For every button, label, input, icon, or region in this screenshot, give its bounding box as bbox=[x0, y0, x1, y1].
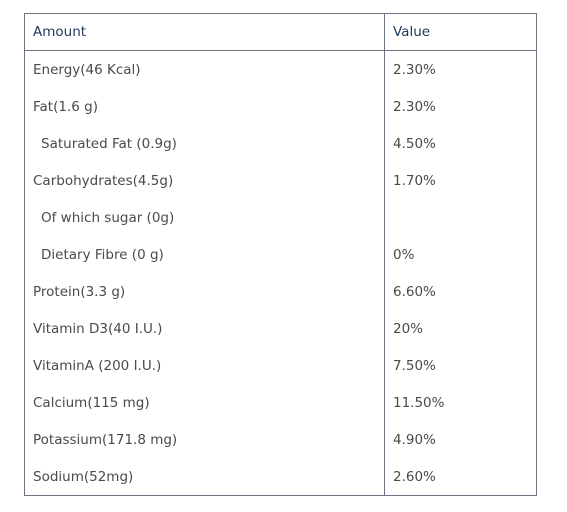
amount-column-header: Amount bbox=[24, 13, 385, 51]
value-cell bbox=[384, 199, 537, 236]
table-row: Carbohydrates(4.5g) 1.70% bbox=[24, 162, 537, 199]
table-row: Protein(3.3 g) 6.60% bbox=[24, 273, 537, 310]
table-row: Energy(46 Kcal) 2.30% bbox=[24, 50, 537, 88]
table-header-row: Amount Value bbox=[24, 13, 537, 51]
value-cell: 4.50% bbox=[384, 125, 537, 162]
value-cell: 7.50% bbox=[384, 347, 537, 384]
value-cell: 4.90% bbox=[384, 421, 537, 458]
value-cell: 2.60% bbox=[384, 458, 537, 496]
amount-cell: Dietary Fibre (0 g) bbox=[24, 236, 385, 273]
amount-cell: Energy(46 Kcal) bbox=[24, 50, 385, 88]
table-row: Vitamin D3(40 I.U.) 20% bbox=[24, 310, 537, 347]
value-cell: 2.30% bbox=[384, 50, 537, 88]
table-row: Potassium(171.8 mg) 4.90% bbox=[24, 421, 537, 458]
nutrition-table: Amount Value Energy(46 Kcal) 2.30% Fat(1… bbox=[24, 13, 537, 496]
table-row: Saturated Fat (0.9g) 4.50% bbox=[24, 125, 537, 162]
value-cell: 1.70% bbox=[384, 162, 537, 199]
value-cell: 20% bbox=[384, 310, 537, 347]
table-row: Sodium(52mg) 2.60% bbox=[24, 458, 537, 496]
amount-cell: Carbohydrates(4.5g) bbox=[24, 162, 385, 199]
amount-cell: Of which sugar (0g) bbox=[24, 199, 385, 236]
amount-cell: Potassium(171.8 mg) bbox=[24, 421, 385, 458]
amount-cell: VitaminA (200 I.U.) bbox=[24, 347, 385, 384]
amount-cell: Saturated Fat (0.9g) bbox=[24, 125, 385, 162]
value-cell: 11.50% bbox=[384, 384, 537, 421]
amount-cell: Calcium(115 mg) bbox=[24, 384, 385, 421]
amount-cell: Sodium(52mg) bbox=[24, 458, 385, 496]
table-row: VitaminA (200 I.U.) 7.50% bbox=[24, 347, 537, 384]
table-row: Of which sugar (0g) bbox=[24, 199, 537, 236]
value-cell: 2.30% bbox=[384, 88, 537, 125]
value-column-header: Value bbox=[384, 13, 537, 51]
value-cell: 0% bbox=[384, 236, 537, 273]
table-row: Fat(1.6 g) 2.30% bbox=[24, 88, 537, 125]
amount-cell: Fat(1.6 g) bbox=[24, 88, 385, 125]
table-row: Dietary Fibre (0 g) 0% bbox=[24, 236, 537, 273]
amount-cell: Protein(3.3 g) bbox=[24, 273, 385, 310]
value-cell: 6.60% bbox=[384, 273, 537, 310]
table-row: Calcium(115 mg) 11.50% bbox=[24, 384, 537, 421]
amount-cell: Vitamin D3(40 I.U.) bbox=[24, 310, 385, 347]
